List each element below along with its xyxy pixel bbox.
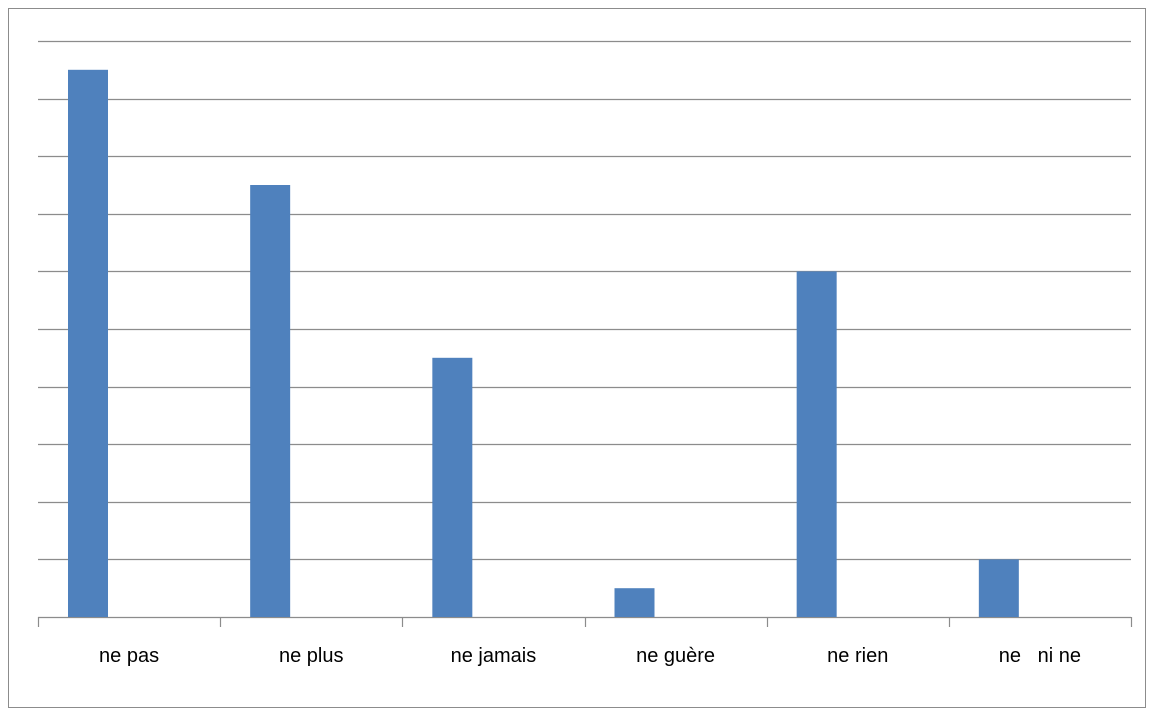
x-tick-label: ne guère [636, 645, 715, 667]
bar [978, 559, 1019, 617]
x-tick-label: ne jamais [451, 645, 537, 667]
gridlines [38, 40, 1131, 561]
bar [250, 185, 291, 617]
x-axis [37, 616, 1133, 627]
chart-frame [8, 8, 1146, 708]
bars [68, 69, 1019, 618]
bar [68, 69, 108, 618]
bar [796, 271, 837, 617]
bar-chart: ne pas ne plus ne jamais ne guère ne rien ne … [37, 40, 1133, 667]
x-tick-label: ne pas [99, 645, 159, 667]
x-tick-labels: ne pas ne plus ne jamais ne guère ne rien ne … [99, 645, 1081, 667]
bar [614, 588, 655, 617]
x-tick-label: ne rien [827, 645, 888, 667]
bar [432, 357, 473, 617]
x-tick-label: ne ni ne [999, 645, 1081, 667]
x-tick-label: ne plus [279, 645, 344, 667]
